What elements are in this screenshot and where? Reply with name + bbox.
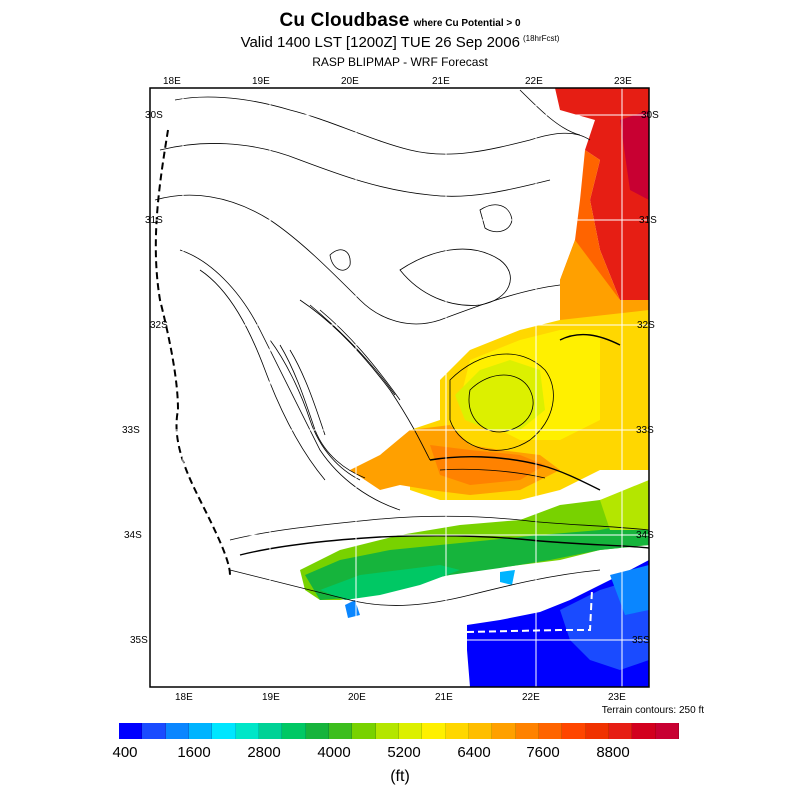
map-frame <box>149 87 650 688</box>
title-main: Cu Cloudbase <box>279 10 410 31</box>
top-lon-label: 20E <box>341 76 359 87</box>
colorbar-swatch <box>445 723 469 739</box>
map-title: Cu Cloudbase where Cu Potential > 0 <box>0 10 800 32</box>
bottom-lon-label: 19E <box>262 692 280 703</box>
bottom-lon-label: 21E <box>435 692 453 703</box>
left-lat-label: 34S <box>124 530 142 541</box>
colorbar-tick-label: 6400 <box>457 744 491 761</box>
valid-time: Valid 1400 LST [1200Z] TUE 26 Sep 2006 (1… <box>0 34 800 51</box>
right-lat-label: 31S <box>639 215 657 226</box>
terrain-contours <box>154 89 649 606</box>
bottom-lon-label: 22E <box>522 692 540 703</box>
colorbar-swatch <box>468 723 493 739</box>
colorbar-swatch <box>515 723 539 739</box>
colorbar-tick-label: 1600 <box>177 744 211 761</box>
colorbar-swatch <box>142 723 166 739</box>
colorbar-swatch <box>282 723 306 739</box>
cloudbase-color-fill <box>300 88 649 687</box>
right-lat-label: 32S <box>637 320 655 331</box>
colorbar <box>119 723 679 739</box>
title-condition: where Cu Potential > 0 <box>413 18 521 29</box>
right-lat-label: 33S <box>636 425 654 436</box>
top-lon-label: 18E <box>163 76 181 87</box>
bottom-lon-label: 20E <box>348 692 366 703</box>
south-coastline <box>466 589 593 633</box>
right-lat-label: 34S <box>636 530 654 541</box>
top-lon-label: 21E <box>432 76 450 87</box>
colorbar-tick-label: 7600 <box>526 744 560 761</box>
colorbar-swatch <box>119 723 143 739</box>
right-lat-label: 35S <box>632 635 650 646</box>
colorbar-tick-label: 4000 <box>317 744 351 761</box>
forecast-hours: (18hrFcst) <box>522 34 560 43</box>
left-lat-label: 33S <box>122 425 140 436</box>
west-coastline <box>154 129 231 576</box>
left-lat-label: 31S <box>145 215 163 226</box>
bottom-lon-label: 18E <box>175 692 193 703</box>
left-lat-label: 32S <box>150 320 168 331</box>
colorbar-swatch <box>212 723 236 739</box>
colorbar-swatch <box>165 723 189 739</box>
colorbar-swatch <box>305 723 329 739</box>
colorbar-tick-label: 8800 <box>596 744 630 761</box>
colorbar-swatch <box>422 723 446 739</box>
colorbar-unit: (ft) <box>390 768 410 785</box>
colorbar-tick-label: 5200 <box>387 744 421 761</box>
colorbar-swatch <box>655 723 679 739</box>
colorbar-swatch <box>328 723 353 739</box>
top-lon-label: 22E <box>525 76 543 87</box>
colorbar-tick-label: 2800 <box>247 744 281 761</box>
colorbar-swatch <box>375 723 399 739</box>
left-lat-label: 30S <box>145 110 163 121</box>
lat-lon-grid <box>150 88 649 687</box>
colorbar-swatch <box>188 723 213 739</box>
colorbar-swatch <box>538 723 563 739</box>
bottom-lon-label: 23E <box>608 692 626 703</box>
colorbar-swatch <box>398 723 423 739</box>
colorbar-swatch <box>585 723 609 739</box>
colorbar-swatch <box>235 723 259 739</box>
terrain-contour-note: Terrain contours: 250 ft <box>601 705 704 716</box>
colorbar-swatch <box>608 723 633 739</box>
valid-time-text: Valid 1400 LST [1200Z] TUE 26 Sep 2006 <box>240 34 520 51</box>
left-lat-label: 35S <box>130 635 148 646</box>
top-lon-label: 23E <box>614 76 632 87</box>
colorbar-swatch <box>632 723 656 739</box>
colorbar-swatch <box>352 723 376 739</box>
model-name: RASP BLIPMAP - WRF Forecast <box>312 55 488 69</box>
colorbar-swatch <box>562 723 586 739</box>
colorbar-tick-label: 400 <box>112 744 138 761</box>
top-lon-label: 19E <box>252 76 270 87</box>
colorbar-swatch <box>258 723 283 739</box>
right-lat-label: 30S <box>641 110 659 121</box>
colorbar-swatch <box>492 723 516 739</box>
